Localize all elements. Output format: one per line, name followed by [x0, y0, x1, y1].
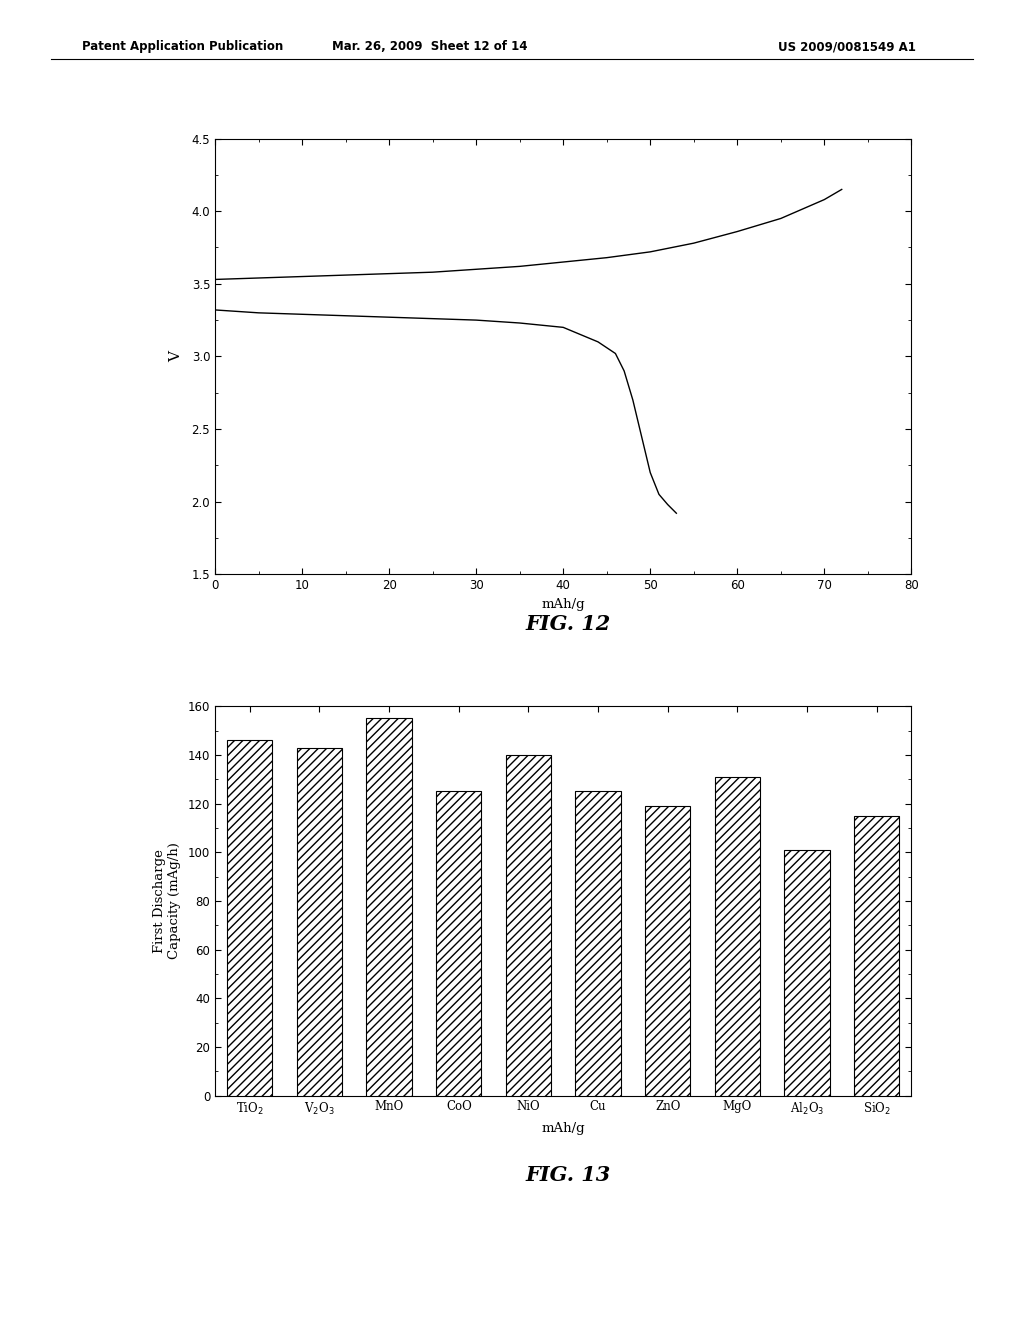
Text: FIG. 12: FIG. 12: [525, 614, 611, 635]
Bar: [854, 816, 899, 1096]
Text: US 2009/0081549 A1: US 2009/0081549 A1: [778, 41, 916, 53]
Y-axis label: V: V: [169, 351, 183, 362]
Bar: [575, 792, 621, 1096]
Bar: [645, 807, 690, 1096]
Text: FIG. 13: FIG. 13: [525, 1164, 611, 1185]
Bar: [715, 776, 760, 1096]
Y-axis label: First Discharge
Capacity (mAg/h): First Discharge Capacity (mAg/h): [153, 842, 181, 960]
X-axis label: mAh/g: mAh/g: [542, 1122, 585, 1135]
Bar: [506, 755, 551, 1096]
Bar: [297, 747, 342, 1096]
Bar: [367, 718, 412, 1096]
X-axis label: mAh/g: mAh/g: [542, 598, 585, 611]
Text: Mar. 26, 2009  Sheet 12 of 14: Mar. 26, 2009 Sheet 12 of 14: [333, 41, 527, 53]
Bar: [436, 792, 481, 1096]
Text: Patent Application Publication: Patent Application Publication: [82, 41, 284, 53]
Bar: [784, 850, 829, 1096]
Bar: [227, 741, 272, 1096]
